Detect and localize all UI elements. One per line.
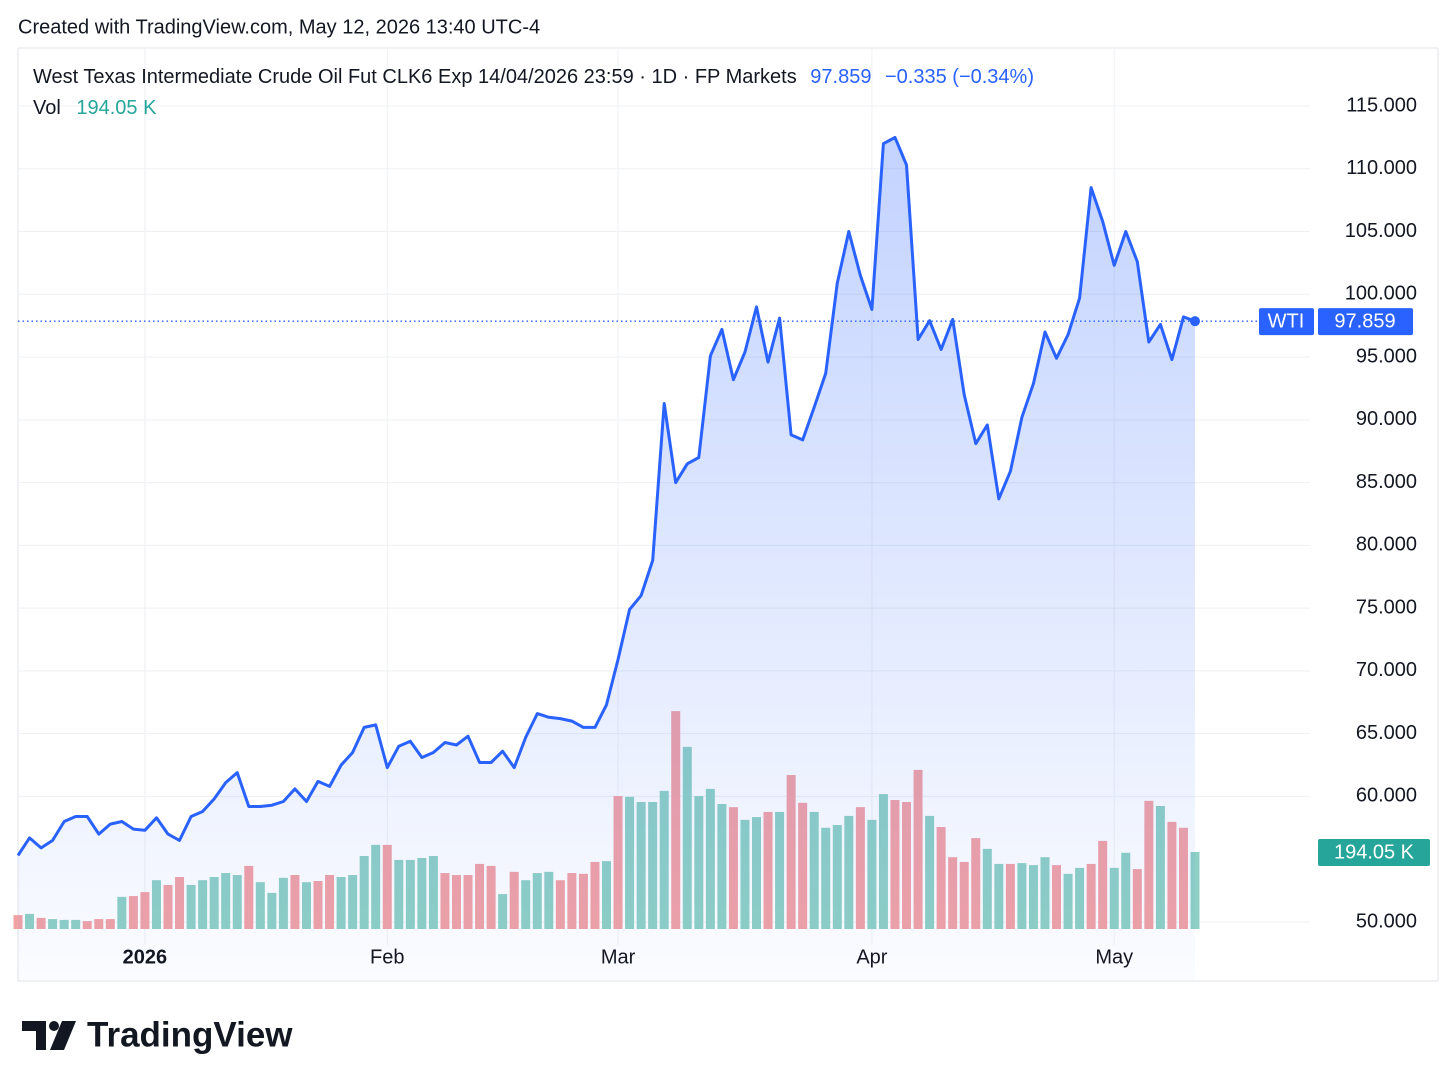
- volume-value: 194.05 K: [76, 97, 157, 119]
- y-tick-label: 75.000: [1356, 596, 1417, 618]
- y-tick-label: 70.000: [1356, 659, 1417, 681]
- volume-legend: Vol 194.05 K: [33, 97, 157, 119]
- x-tick-label: Apr: [856, 946, 887, 968]
- y-tick-label: 95.000: [1356, 345, 1417, 367]
- area-fill: [18, 137, 1195, 980]
- legend-change: −0.335 (−0.34%): [885, 66, 1034, 88]
- brand-logo: [22, 1021, 76, 1050]
- last-point: [1190, 316, 1200, 327]
- y-tick-label: 60.000: [1356, 785, 1417, 807]
- y-tick-label: 50.000: [1356, 910, 1417, 932]
- x-tick-label: Mar: [601, 946, 636, 968]
- y-tick-label: 85.000: [1356, 471, 1417, 493]
- volume-tag-label: 194.05 K: [1334, 841, 1415, 863]
- y-tick-label: 115.000: [1346, 94, 1417, 116]
- volume-name: Vol: [33, 97, 61, 119]
- price-tag-label: 97.859: [1334, 310, 1395, 332]
- chart-frame: [17, 47, 1439, 982]
- legend-line: West Texas Intermediate Crude Oil Fut CL…: [33, 66, 1034, 88]
- y-tick-label: 105.000: [1345, 220, 1417, 242]
- symbol-tag-label: WTI: [1268, 310, 1305, 332]
- x-tick-label: Feb: [370, 946, 404, 968]
- price-line: [16, 135, 1196, 857]
- y-tick-label: 110.000: [1346, 157, 1417, 179]
- symbol-tag: [1259, 308, 1314, 336]
- legend-price: 97.859: [810, 66, 871, 88]
- price-tag: [1318, 308, 1413, 336]
- y-tick-label: 80.000: [1356, 534, 1417, 556]
- legend-title: West Texas Intermediate Crude Oil Fut CL…: [33, 66, 797, 88]
- header: Created with TradingView.com, May 12, 20…: [18, 16, 540, 38]
- y-tick-label: 90.000: [1356, 408, 1417, 430]
- x-tick-label: 2026: [123, 946, 168, 968]
- x-tick-label: May: [1095, 946, 1133, 968]
- y-tick-label: 65.000: [1356, 722, 1417, 744]
- brand-name: TradingView: [87, 1015, 293, 1054]
- volume-tag: [1318, 838, 1430, 866]
- y-tick-label: 100.000: [1345, 283, 1417, 305]
